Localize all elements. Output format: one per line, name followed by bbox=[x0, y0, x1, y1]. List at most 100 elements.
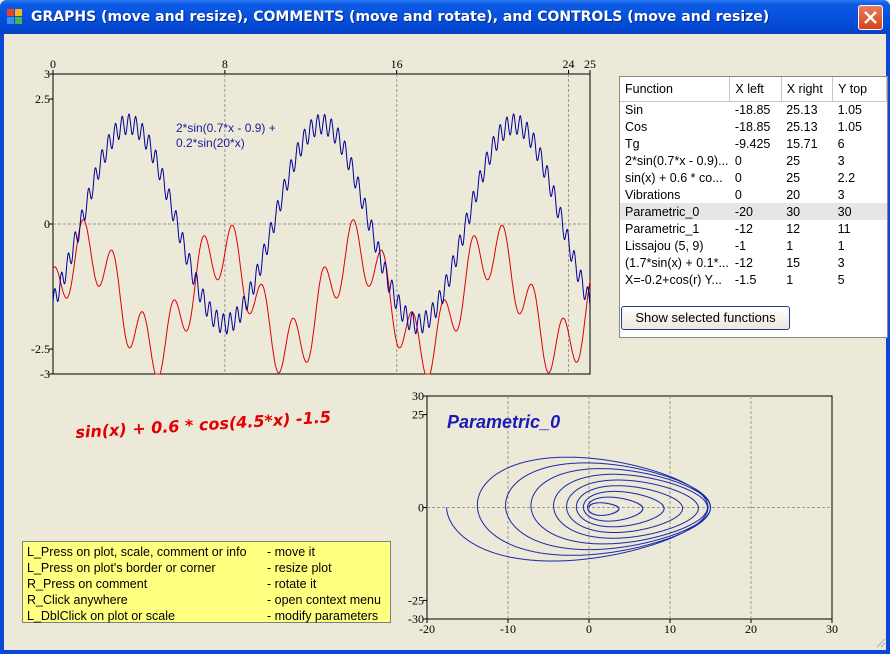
y-tick-label: 3 bbox=[44, 67, 50, 81]
close-x-icon bbox=[864, 11, 877, 24]
header-function[interactable]: Function bbox=[620, 77, 731, 102]
help-info-box[interactable]: L_Press on plot, scale, comment or info -… bbox=[22, 541, 391, 623]
info-row: L_Press on plot's border or corner - resi… bbox=[27, 560, 390, 576]
cell-function: sin(x) + 0.6 * co... bbox=[625, 170, 723, 185]
y-axis[interactable]: 3 2.5 0 -2.5 -3 bbox=[31, 67, 53, 381]
function-row[interactable]: 2*sin(0.7*x - 0.9)... 0 25 3 bbox=[620, 152, 887, 169]
cell-x-left: -20 bbox=[729, 203, 782, 220]
cell-x-right: 12 bbox=[786, 221, 801, 236]
function-row[interactable]: Cos -18.85 25.13 1.05 bbox=[620, 118, 887, 135]
show-selected-functions-button[interactable]: Show selected functions bbox=[621, 306, 790, 330]
x-tick-label: 24 bbox=[563, 57, 575, 71]
info-action: R_Click anywhere bbox=[27, 593, 128, 607]
header-y-top[interactable]: Y top bbox=[832, 77, 887, 102]
title-bar[interactable]: GRAPHS (move and resize), COMMENTS (move… bbox=[0, 0, 890, 34]
info-effect: - resize plot bbox=[267, 561, 332, 575]
resize-grip-icon[interactable] bbox=[874, 636, 886, 648]
function-row[interactable]: Sin -18.85 25.13 1.05 bbox=[620, 101, 887, 118]
plot-sine-waves[interactable]: 0 8 16 24 25 3 2.5 0 -2.5 -3 2*sin(0.7*x - 0.9) … bbox=[4, 34, 604, 384]
function-row[interactable]: Parametric_1 -12 12 11 bbox=[620, 220, 887, 237]
function-row[interactable]: Lissajou (5, 9) -1 1 1 bbox=[620, 237, 887, 254]
function-row[interactable]: sin(x) + 0.6 * co... 0 25 2.2 bbox=[620, 169, 887, 186]
cell-x-right: 30 bbox=[781, 203, 833, 220]
cell-function: Parametric_0 bbox=[620, 203, 730, 220]
x-tick-label: 0 bbox=[50, 57, 56, 71]
cell-x-left: -18.85 bbox=[734, 102, 771, 117]
x-axis[interactable]: 0 8 16 24 25 bbox=[50, 57, 596, 74]
header-x-right[interactable]: X right bbox=[781, 77, 834, 102]
cell-y-top: 3 bbox=[837, 187, 845, 202]
x-tick-label: 20 bbox=[745, 622, 757, 636]
cell-x-right: 25 bbox=[786, 170, 801, 185]
cell-function: (1.7*sin(x) + 0.1*... bbox=[625, 255, 729, 270]
info-row: R_Click anywhere - open context menu bbox=[27, 592, 390, 608]
info-action: L_DblClick on plot or scale bbox=[27, 609, 175, 623]
cell-y-top: 30 bbox=[832, 203, 887, 220]
x-tick-label: 25 bbox=[584, 57, 596, 71]
rotated-comment[interactable]: sin(x) + 0.6 * cos(4.5*x) -1.5 bbox=[74, 407, 332, 442]
cell-x-left: 0 bbox=[734, 187, 742, 202]
x-tick-label: 30 bbox=[826, 622, 838, 636]
info-effect: - modify parameters bbox=[267, 609, 379, 623]
info-row: R_Press on comment - rotate it bbox=[27, 576, 390, 592]
y-tick-label: -2.5 bbox=[31, 342, 50, 356]
cell-function: Vibrations bbox=[625, 187, 681, 202]
red-series-line bbox=[52, 219, 591, 375]
x-tick-label: 16 bbox=[391, 57, 403, 71]
x-tick-label: 8 bbox=[222, 57, 228, 71]
close-button[interactable] bbox=[858, 5, 883, 30]
cell-y-top: 1.05 bbox=[837, 119, 862, 134]
cell-function: Cos bbox=[625, 119, 648, 134]
function-row[interactable]: Parametric_0 -20 30 30 bbox=[620, 203, 887, 220]
plot2-x-axis[interactable]: -20 -10 0 10 20 30 bbox=[419, 619, 838, 636]
function-list[interactable]: Function X left X right Y top Sin -18.85 2… bbox=[619, 76, 888, 338]
y-tick-label: 30 bbox=[412, 389, 424, 403]
header-x-left[interactable]: X left bbox=[729, 77, 782, 102]
app-icon[interactable] bbox=[7, 9, 23, 25]
cell-x-right: 25.13 bbox=[786, 102, 818, 117]
cell-x-left: -18.85 bbox=[734, 119, 771, 134]
cell-x-right: 15.71 bbox=[786, 136, 818, 151]
x-tick-label: 0 bbox=[586, 622, 592, 636]
info-action: R_Press on comment bbox=[27, 577, 148, 591]
cell-x-right: 20 bbox=[786, 187, 801, 202]
y-tick-label: 0 bbox=[418, 501, 424, 515]
info-row: L_Press on plot, scale, comment or info -… bbox=[27, 544, 390, 560]
cell-function: X=-0.2+cos(r) Y... bbox=[625, 272, 722, 287]
x-tick-label: -10 bbox=[500, 622, 516, 636]
cell-y-top: 5 bbox=[837, 272, 845, 287]
cell-y-top: 1 bbox=[837, 238, 845, 253]
x-tick-label: 10 bbox=[664, 622, 676, 636]
info-effect: - move it bbox=[267, 545, 315, 559]
function-row[interactable]: Vibrations 0 20 3 bbox=[620, 186, 887, 203]
cell-y-top: 6 bbox=[837, 136, 845, 151]
cell-y-top: 2.2 bbox=[837, 170, 856, 185]
info-action: L_Press on plot, scale, comment or info bbox=[27, 545, 247, 559]
cell-y-top: 3 bbox=[837, 153, 845, 168]
cell-x-left: -1 bbox=[734, 238, 747, 253]
cell-y-top: 3 bbox=[837, 255, 845, 270]
plot2-title[interactable]: Parametric_0 bbox=[447, 412, 560, 432]
y-tick-label: -30 bbox=[408, 612, 424, 626]
client-area: 0 8 16 24 25 3 2.5 0 -2.5 -3 2*sin(0.7*x - 0.9) … bbox=[4, 34, 888, 650]
cell-x-left: 0 bbox=[734, 170, 742, 185]
function-row[interactable]: Tg -9.425 15.71 6 bbox=[620, 135, 887, 152]
plot-parametric[interactable]: -20 -10 0 10 20 30 30 25 0 -25 -30 Parametric_0 bbox=[394, 379, 844, 639]
cell-x-left: -9.425 bbox=[734, 136, 771, 151]
cell-x-right: 15 bbox=[786, 255, 801, 270]
y-tick-label: 0 bbox=[44, 217, 50, 231]
function-row[interactable]: (1.7*sin(x) + 0.1*... -12 15 3 bbox=[620, 254, 887, 271]
cell-x-left: -12 bbox=[734, 221, 753, 236]
info-action: L_Press on plot's border or corner bbox=[27, 561, 216, 575]
cell-function: Lissajou (5, 9) bbox=[625, 238, 704, 253]
cell-y-top: 11 bbox=[837, 221, 851, 236]
cell-x-right: 25 bbox=[786, 153, 801, 168]
function-row[interactable]: X=-0.2+cos(r) Y... -1.5 1 5 bbox=[620, 271, 887, 288]
cell-x-left: -1.5 bbox=[734, 272, 757, 287]
plot-annotation-line2[interactable]: 0.2*sin(20*x) bbox=[176, 136, 245, 150]
y-tick-label: 25 bbox=[412, 408, 424, 422]
plot-annotation-line1[interactable]: 2*sin(0.7*x - 0.9) + bbox=[176, 121, 276, 135]
info-effect: - rotate it bbox=[267, 577, 317, 591]
cell-function: Sin bbox=[625, 102, 644, 117]
plot2-y-axis[interactable]: 30 25 0 -25 -30 bbox=[408, 389, 427, 626]
